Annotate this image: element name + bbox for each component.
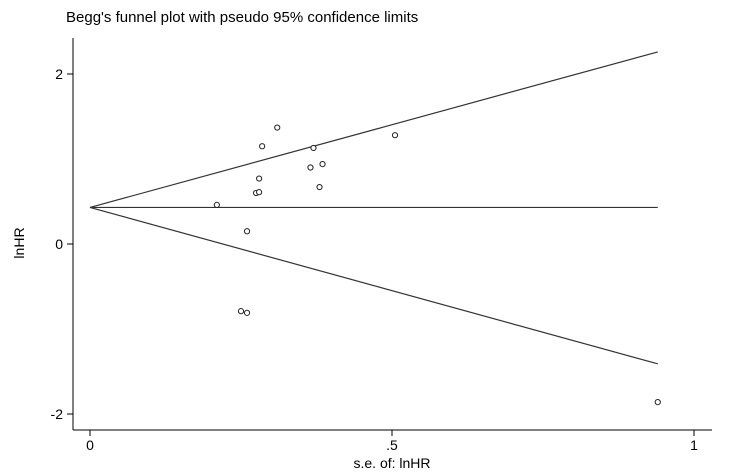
y-tick-label: 2 xyxy=(55,66,63,82)
x-tick-label: 1 xyxy=(690,437,698,453)
study-point xyxy=(243,228,251,235)
study-point xyxy=(319,161,326,168)
study-point xyxy=(243,309,251,316)
study-point xyxy=(274,124,281,131)
study-point xyxy=(654,399,661,406)
y-tick-label: 0 xyxy=(55,236,63,252)
study-point xyxy=(310,144,317,152)
study-point xyxy=(256,189,263,196)
x-axis-label: s.e. of: lnHR xyxy=(353,455,430,471)
chart-title: Begg's funnel plot with pseudo 95% confi… xyxy=(66,9,418,26)
axis-ticks: 2 0 -2 0 .5 1 xyxy=(51,66,699,453)
study-point xyxy=(316,183,323,191)
study-point xyxy=(213,201,220,208)
study-point xyxy=(237,308,245,315)
upper-confidence-limit xyxy=(89,51,658,209)
study-point xyxy=(307,164,314,171)
study-point xyxy=(259,143,266,150)
y-tick-label: -2 xyxy=(51,406,64,422)
study-point xyxy=(256,175,263,182)
study-points xyxy=(213,124,661,406)
plot-frame xyxy=(72,38,712,431)
funnel-lines xyxy=(89,51,658,365)
lower-confidence-limit xyxy=(89,206,658,365)
x-tick-label: .5 xyxy=(386,437,398,453)
x-tick-label: 0 xyxy=(86,437,94,453)
study-point xyxy=(391,132,399,139)
y-axis-label: lnHR xyxy=(11,227,27,258)
